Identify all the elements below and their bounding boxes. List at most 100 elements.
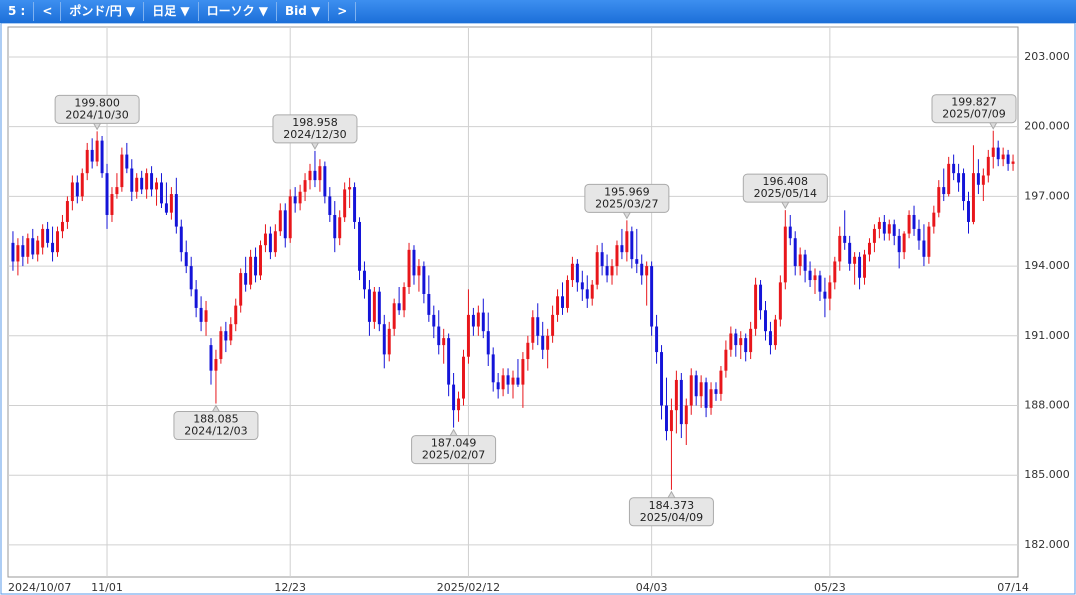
candle-body	[486, 331, 490, 355]
candle-body	[704, 382, 708, 408]
candle-body	[838, 235, 842, 262]
candle-body	[491, 354, 495, 383]
candle-body	[155, 182, 159, 190]
candle-body	[957, 173, 961, 183]
candle-body	[333, 214, 337, 239]
candle-body	[882, 221, 886, 234]
candle-body	[630, 231, 634, 260]
candle-body	[362, 270, 366, 290]
x-tick-label: 05/23	[814, 581, 846, 594]
candle-body	[734, 333, 738, 346]
candle-body	[412, 249, 416, 276]
candle-body	[813, 275, 817, 281]
candle-body	[729, 333, 733, 350]
candle-body	[783, 226, 787, 283]
candle-body	[278, 210, 282, 232]
candle-body	[585, 289, 589, 299]
candle-body	[268, 233, 272, 253]
candle-body	[551, 314, 555, 336]
candle-body	[184, 252, 188, 267]
toolbar-button[interactable]: >	[329, 2, 357, 21]
candle-body	[872, 228, 876, 243]
candle-body	[21, 245, 25, 257]
candle-body	[526, 342, 530, 360]
candle-body	[328, 196, 332, 215]
candle-body	[437, 326, 441, 346]
candle-body	[912, 214, 916, 229]
y-tick-label: 200.000	[1024, 120, 1070, 133]
candle-body	[600, 252, 604, 267]
candle-body	[863, 254, 867, 278]
candle-body	[714, 389, 718, 394]
candle-body	[214, 359, 218, 371]
callout-box	[272, 114, 358, 144]
x-tick-label: 07/14	[997, 581, 1029, 594]
toolbar-button[interactable]: ポンド/円 ▼	[61, 2, 145, 21]
candle-body	[239, 273, 243, 306]
candle-body	[36, 240, 40, 255]
candle-body	[981, 175, 985, 185]
toolbar-button[interactable]: Bid ▼	[277, 2, 330, 21]
candle-body	[422, 266, 426, 294]
candle-body	[150, 173, 154, 190]
candle-body	[848, 242, 852, 264]
toolbar-button[interactable]: ローソク ▼	[199, 2, 278, 21]
candle-body	[46, 228, 50, 243]
candle-body	[952, 163, 956, 174]
callout-value: 195.969	[604, 185, 650, 198]
candle-body	[402, 287, 406, 311]
candle-body	[570, 263, 574, 281]
candle-body	[991, 147, 995, 157]
candle-body	[224, 331, 228, 341]
candle-body	[387, 328, 391, 355]
candle-body	[353, 187, 357, 222]
y-tick-label: 194.000	[1024, 259, 1070, 272]
candle-body	[120, 154, 124, 188]
candle-body	[26, 238, 30, 257]
candle-body	[684, 405, 688, 425]
toolbar-button[interactable]: <	[34, 2, 62, 21]
candle-body	[967, 201, 970, 222]
candle-body	[234, 305, 238, 325]
candle-body	[417, 266, 421, 276]
y-tick-label: 197.000	[1024, 189, 1070, 202]
candle-body	[927, 226, 931, 257]
candle-body	[897, 235, 901, 253]
callout-value: 196.408	[763, 175, 809, 188]
candle-body	[516, 377, 520, 385]
candle-body	[768, 331, 772, 346]
candle-body	[194, 289, 198, 308]
candle-body	[298, 191, 302, 204]
candle-body	[343, 189, 347, 218]
candle-body	[164, 203, 168, 213]
candle-body	[70, 182, 74, 202]
candle-body	[199, 307, 203, 322]
callout-date: 2024/12/03	[184, 425, 247, 438]
candle-body	[709, 389, 713, 408]
candle-body	[471, 314, 475, 327]
candle-body	[650, 266, 654, 327]
candle-body	[907, 214, 911, 234]
candle-body	[556, 296, 560, 315]
x-tick-label: 12/23	[274, 581, 306, 594]
toolbar-button[interactable]: 日足 ▼	[144, 2, 199, 21]
candle-body	[476, 312, 480, 327]
candle-body	[788, 226, 792, 239]
candle-body	[818, 275, 822, 292]
y-tick-label: 191.000	[1024, 329, 1070, 342]
candle-body	[1001, 154, 1005, 160]
candle-body	[660, 352, 664, 406]
candle-body	[174, 194, 178, 227]
candle-body	[179, 226, 183, 253]
callout-box	[411, 435, 497, 465]
callout-value: 187.049	[431, 437, 477, 450]
callout-box	[584, 183, 670, 213]
toolbar-button[interactable]: 5 :	[0, 2, 35, 21]
candle-body	[536, 317, 540, 336]
chart: 182.000 185.000 188.000 191.000 194.000 197.0…	[0, 23, 1076, 595]
callout-box	[931, 94, 1017, 124]
callout-date: 2025/05/14	[754, 187, 817, 200]
